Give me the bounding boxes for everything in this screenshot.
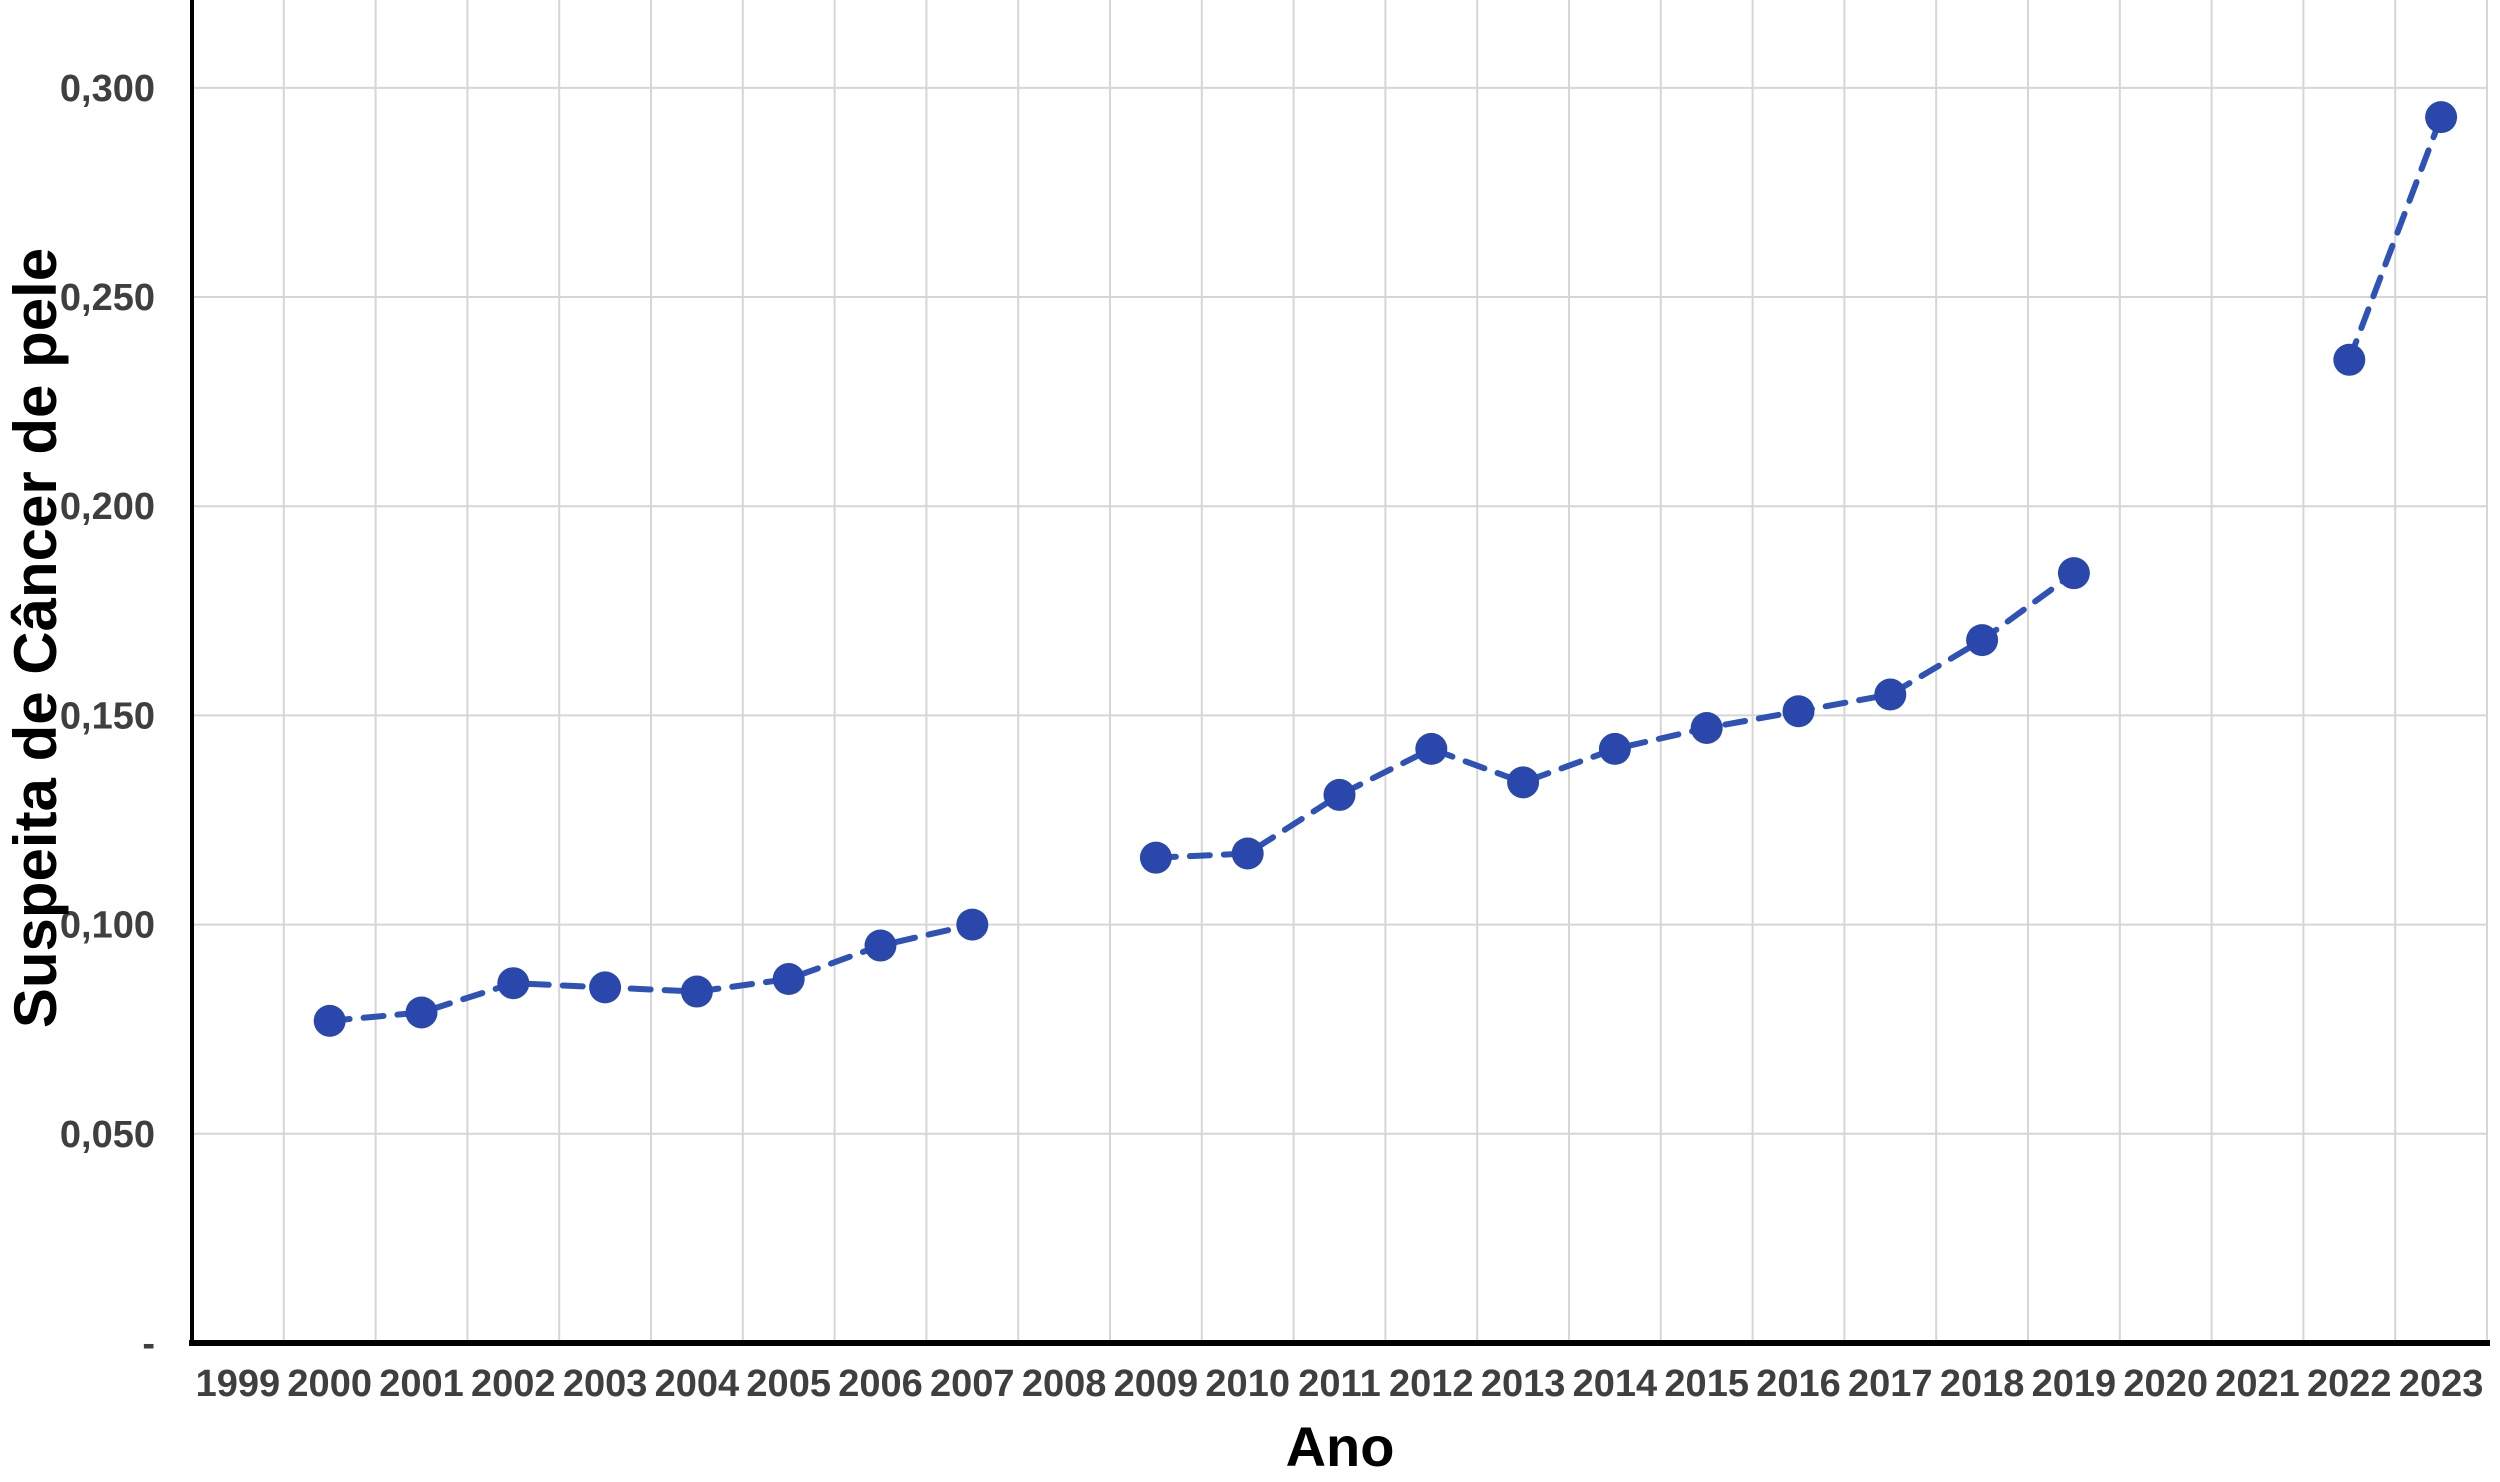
data-point-2013 [1507,766,1540,799]
data-point-2011 [1323,778,1356,811]
x-tick-label: 2016 [1756,1363,1841,1405]
x-tick-label: 2023 [2399,1363,2484,1405]
x-tick-label: 2014 [1573,1363,1658,1405]
data-point-2001 [405,996,438,1029]
x-axis-title: Ano [1285,1415,1395,1478]
x-tick-label: 2017 [1848,1363,1933,1405]
x-tick-label: 2000 [287,1363,372,1405]
y-tick-label: 0,300 [60,68,155,110]
data-series-line [326,921,976,1024]
data-point-2019 [2057,557,2090,590]
data-point-2023 [2425,101,2458,134]
x-tick-label: 2011 [1298,1363,1380,1405]
data-point-2000 [313,1004,346,1037]
x-tick-label: 2007 [930,1363,1015,1405]
data-point-2022 [2333,343,2366,376]
data-point-2018 [1966,624,1999,657]
data-point-2017 [1874,678,1907,711]
x-tick-label: 2006 [838,1363,923,1405]
x-tick-label: 2002 [471,1363,556,1405]
y-tick-label: 0,250 [60,277,155,319]
data-point-2015 [1690,711,1723,744]
data-series-line [2346,114,2445,363]
data-point-2016 [1782,695,1815,728]
x-tick-label: 2021 [2215,1363,2300,1405]
data-point-2004 [680,975,713,1008]
data-point-2005 [772,963,805,996]
data-point-2003 [589,971,622,1004]
data-point-2012 [1415,732,1448,765]
y-tick-label: - [142,1323,155,1365]
y-tick-label: 0,100 [60,905,155,947]
x-tick-label: 2005 [746,1363,831,1405]
data-point-2009 [1139,841,1172,874]
x-tick-label: 1999 [196,1363,281,1405]
x-tick-label: 2012 [1389,1363,1474,1405]
x-tick-label: 2004 [655,1363,740,1405]
x-tick-label: 2003 [563,1363,648,1405]
y-tick-label: 0,200 [60,486,155,528]
data-point-2007 [956,908,989,941]
data-point-2010 [1231,837,1264,870]
x-tick-label: 2020 [2123,1363,2208,1405]
y-axis-title: Suspeita de Câncer de pele [2,247,69,1029]
x-tick-label: 2010 [1205,1363,1290,1405]
y-tick-label: 0,050 [60,1114,155,1156]
x-tick-label: 2018 [1940,1363,2025,1405]
x-tick-label: 2022 [2307,1363,2392,1405]
x-tick-label: 2019 [2032,1363,2117,1405]
data-point-2002 [497,967,530,1000]
y-tick-label: 0,150 [60,695,155,737]
data-point-2006 [864,929,897,962]
x-tick-label: 2008 [1022,1363,1107,1405]
x-tick-label: 2001 [379,1363,464,1405]
x-tick-label: 2015 [1664,1363,1749,1405]
data-point-2014 [1598,732,1631,765]
x-tick-label: 2013 [1481,1363,1566,1405]
x-tick-label: 2009 [1114,1363,1199,1405]
